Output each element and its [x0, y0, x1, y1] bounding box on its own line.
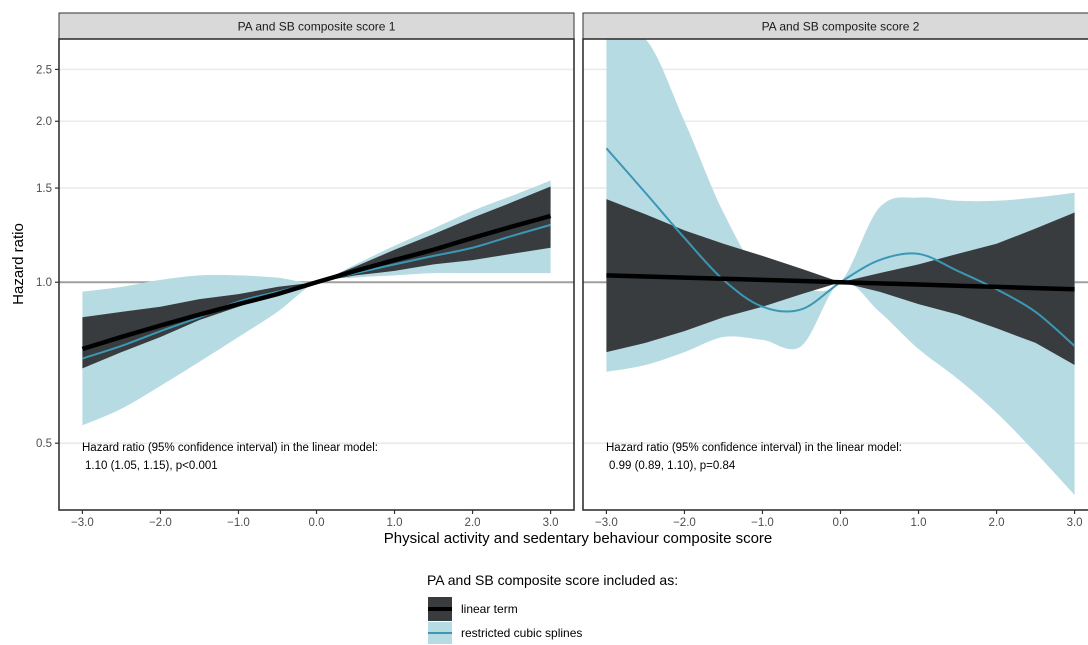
legend-item-spline: restricted cubic splines — [428, 622, 582, 644]
x-tick-label: −2.0 — [673, 517, 696, 529]
x-tick-label: 1.0 — [387, 517, 403, 529]
legend-item-linear: linear term — [428, 597, 518, 621]
x-tick-label: −1.0 — [227, 517, 250, 529]
x-tick-label: 1.0 — [911, 517, 927, 529]
panel-border — [58, 38, 575, 511]
x-axis-panel-1: −3.0 −2.0 −1.0 0.0 1.0 2.0 3.0 — [71, 510, 559, 529]
x-tick-label: 2.0 — [989, 517, 1005, 529]
x-axis-title: Physical activity and sedentary behaviou… — [384, 530, 773, 547]
x-tick-label: −3.0 — [595, 517, 618, 529]
legend: PA and SB composite score included as: l… — [427, 572, 678, 644]
x-tick-label: 3.0 — [1067, 517, 1083, 529]
legend-label-spline: restricted cubic splines — [461, 626, 582, 640]
legend-title: PA and SB composite score included as: — [427, 572, 678, 588]
y-tick-label: 0.5 — [36, 438, 52, 450]
panel-2-title: PA and SB composite score 2 — [762, 20, 920, 34]
panel-2: PA and SB composite score 2 Hazard ratio… — [582, 12, 1088, 511]
x-tick-label: −1.0 — [751, 517, 774, 529]
x-tick-label: −2.0 — [149, 517, 172, 529]
annotation-line-2: 0.99 (0.89, 1.10), p=0.84 — [609, 460, 736, 472]
x-tick-label: 0.0 — [833, 517, 849, 529]
x-tick-label: 0.0 — [309, 517, 325, 529]
legend-label-linear: linear term — [461, 602, 518, 616]
x-tick-label: 3.0 — [543, 517, 559, 529]
panel-2-plot: Hazard ratio (95% confidence interval) i… — [582, 38, 1088, 511]
y-tick-label: 2.5 — [36, 64, 52, 76]
y-tick-label: 1.5 — [36, 183, 52, 195]
linear-line — [81, 213, 552, 352]
panel-1: PA and SB composite score 1 Hazard ratio… — [58, 12, 575, 511]
annotation-line-2: 1.10 (1.05, 1.15), p<0.001 — [85, 460, 218, 472]
x-tick-label: −3.0 — [71, 517, 94, 529]
x-tick-label: 2.0 — [465, 517, 481, 529]
y-axis-title: Hazard ratio — [10, 223, 27, 305]
annotation-line-1: Hazard ratio (95% confidence interval) i… — [606, 442, 902, 454]
y-tick-label: 1.0 — [36, 277, 52, 289]
annotation-line-1: Hazard ratio (95% confidence interval) i… — [82, 442, 378, 454]
x-axis-panel-2: −3.0 −2.0 −1.0 0.0 1.0 2.0 3.0 — [595, 510, 1083, 529]
y-axis: 0.5 1.0 1.5 2.0 2.5 — [36, 64, 59, 450]
panel-1-title: PA and SB composite score 1 — [238, 20, 396, 34]
y-tick-label: 2.0 — [36, 116, 52, 128]
panel-1-plot: Hazard ratio (95% confidence interval) i… — [58, 38, 575, 511]
linear-line — [606, 273, 1075, 292]
panel-1-strip — [58, 12, 575, 40]
